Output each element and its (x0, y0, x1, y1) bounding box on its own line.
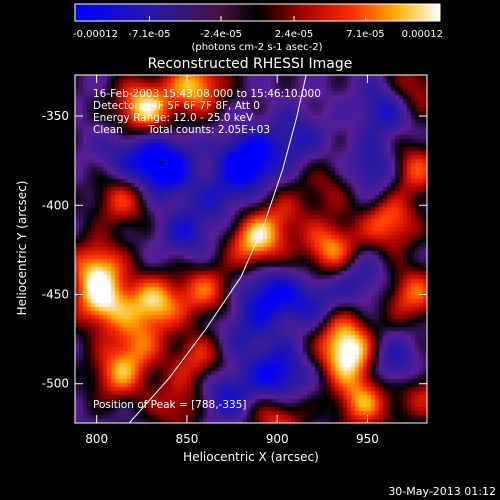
colorbar (74, 3, 441, 22)
annotation-clean: Clean (93, 124, 123, 136)
x-tick-label: 900 (266, 432, 289, 446)
colorbar-tick-label: 0.00012 (402, 29, 443, 40)
colorbar-tick-label: -2.4e-05 (200, 29, 242, 40)
x-axis-ticks: 800 850 900 950 (85, 75, 379, 446)
footer-date: 30-May-2013 01:12 (388, 485, 496, 498)
x-tick-label: 850 (175, 432, 198, 446)
x-axis-label: Heliocentric X (arcsec) (183, 450, 319, 464)
y-axis-ticks: -350 -400 -450 -500 (42, 109, 427, 391)
annotation-energy-range: Energy Range: 12.0 - 25.0 keV (93, 112, 254, 124)
peak-marker (160, 160, 164, 164)
annotation-peak-position: Position of Peak = [788,-335] (93, 399, 247, 411)
annotation-detectors: Detectors: 4F 5F 6F 7F 8F, Att 0 (93, 100, 260, 112)
y-tick-label: -400 (42, 198, 69, 212)
colorbar-tick-label: 2.4e-05 (275, 29, 313, 40)
chart-title: Reconstructed RHESSI Image (148, 56, 353, 72)
y-tick-label: -500 (42, 377, 69, 391)
colorbar-tick-labels: -0.00012 -7.1e-05 -2.4e-05 2.4e-05 7.1e-05 0.… (73, 29, 443, 40)
y-axis-label: Heliocentric Y (arcsec) (15, 181, 29, 316)
x-tick-label: 800 (85, 432, 108, 446)
annotation-time-range: 16-Feb-2003 15:43:08.000 to 15:46:10.000 (93, 88, 321, 100)
colorbar-unit-label: (photons cm-2 s-1 asec-2) (191, 42, 322, 53)
y-tick-label: -350 (42, 109, 69, 123)
plot-frame (74, 74, 428, 424)
y-tick-label: -450 (42, 288, 69, 302)
colorbar-tick-label: 7.1e-05 (346, 29, 384, 40)
annotation-total-counts: Total counts: 2.05E+03 (147, 124, 270, 136)
heatmap-image (75, 75, 427, 423)
solar-limb-curve (128, 74, 307, 424)
colorbar-tick-label: -0.00012 (73, 29, 118, 40)
colorbar-ticks (74, 16, 441, 21)
x-tick-label: 950 (356, 432, 379, 446)
colorbar-tick-label: -7.1e-05 (129, 29, 171, 40)
